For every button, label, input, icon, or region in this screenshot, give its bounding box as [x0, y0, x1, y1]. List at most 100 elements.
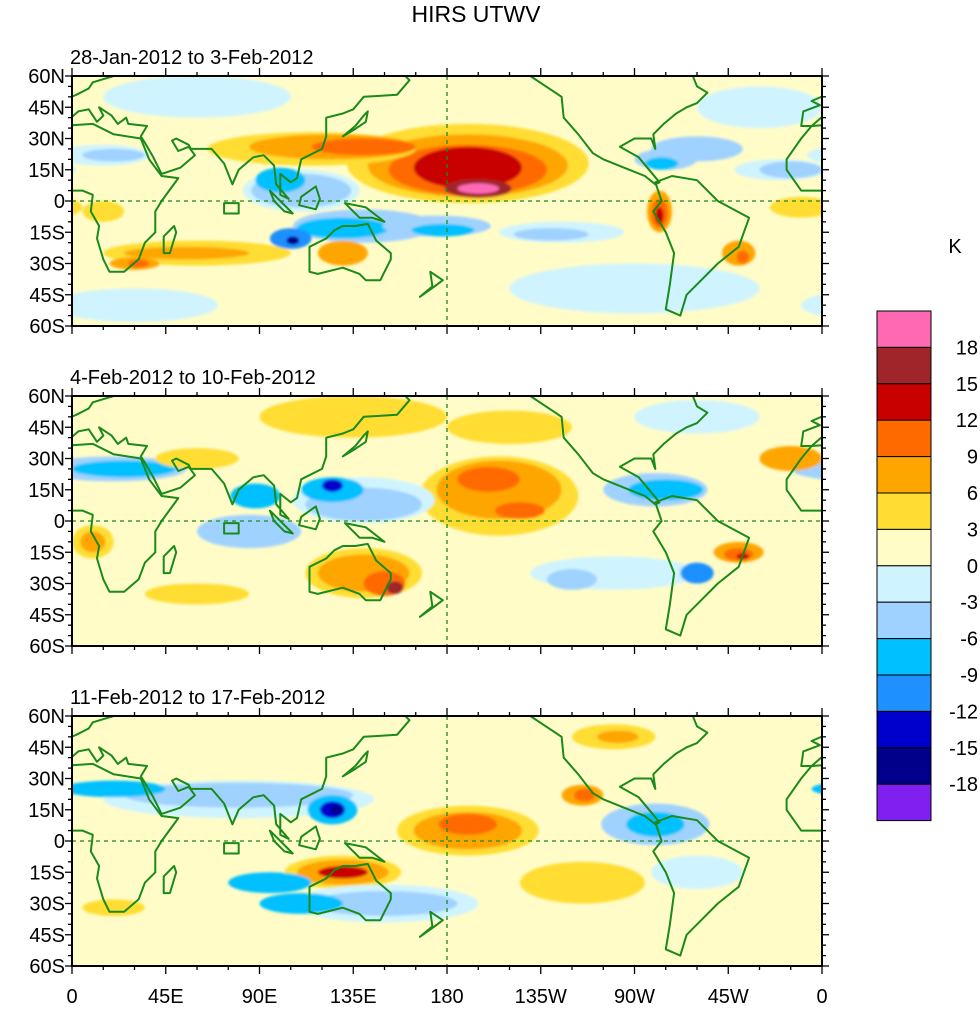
- anomaly-contour: [317, 866, 368, 879]
- lat-label: 45S: [29, 285, 65, 307]
- lat-label: 45N: [28, 417, 65, 439]
- anomaly-contour: [411, 223, 475, 237]
- lat-label: 45S: [29, 605, 65, 627]
- coastline: [308, 222, 392, 282]
- lat-label: 45N: [28, 97, 65, 119]
- colorbar-swatch: [876, 747, 932, 785]
- coastline: [418, 590, 444, 618]
- anomaly-contour: [286, 236, 300, 245]
- colorbar-swatch: [876, 601, 932, 640]
- coastline: [298, 825, 321, 851]
- colorbar-swatch: [876, 783, 932, 822]
- coastline: [162, 545, 178, 575]
- coastline: [341, 110, 369, 138]
- coastline: [162, 225, 178, 255]
- lat-label: 15S: [29, 542, 65, 564]
- lon-label: 45W: [708, 986, 749, 1008]
- lat-label: 30S: [29, 574, 65, 596]
- anomaly-contour: [574, 788, 595, 802]
- coastline: [477, 396, 709, 506]
- coastline: [308, 862, 392, 922]
- anomaly-field: [0, 396, 855, 646]
- colorbar-label: 12: [956, 410, 978, 432]
- lat-label: 60S: [29, 316, 65, 338]
- colorbar-swatch: [876, 565, 932, 603]
- lon-label: 180: [430, 986, 463, 1008]
- coastline: [974, 843, 980, 853]
- anomaly-contour: [155, 448, 239, 469]
- coastline: [162, 865, 178, 895]
- anomaly-contour: [957, 132, 980, 165]
- coastline: [477, 716, 709, 826]
- coastline: [72, 762, 180, 913]
- colorbar-swatch: [876, 492, 932, 530]
- coastline: [72, 122, 180, 273]
- anomaly-contour: [317, 240, 368, 266]
- anomaly-contour: [736, 251, 750, 264]
- lat-label: 60N: [28, 386, 65, 408]
- colorbar-label: 3: [967, 519, 978, 541]
- coastline: [298, 185, 321, 211]
- anomaly-contour: [82, 148, 145, 162]
- coastline: [268, 509, 294, 535]
- anomaly-contour: [513, 228, 589, 241]
- anomaly-contour: [0, 400, 10, 433]
- anomaly-contour: [144, 583, 250, 605]
- anomaly-contour: [322, 479, 343, 492]
- anomaly-field: [0, 76, 980, 326]
- anomaly-contour: [860, 257, 910, 270]
- coastline: [652, 495, 751, 637]
- coastline: [974, 203, 980, 213]
- lat-label: 45N: [28, 737, 65, 759]
- anomaly-contour: [82, 201, 125, 222]
- lon-label: 0: [816, 986, 827, 1008]
- colorbar-swatch: [876, 674, 932, 712]
- colorbar-swatch: [876, 528, 932, 567]
- lat-label: 60N: [28, 66, 65, 88]
- anomaly-contour: [228, 872, 312, 894]
- coastline: [418, 910, 444, 938]
- lat-label: 60S: [29, 956, 65, 978]
- anomaly-contour: [413, 146, 522, 189]
- anomaly-contour: [832, 149, 895, 162]
- colorbar-label: -3: [960, 592, 978, 614]
- anomaly-contour: [509, 263, 760, 314]
- panel-subtitle: 4-Feb-2012 to 10-Feb-2012: [70, 367, 316, 389]
- colorbar-swatch: [876, 638, 932, 676]
- anomaly-contour: [634, 400, 760, 434]
- lat-label: 0: [54, 191, 65, 213]
- lon-label: 135E: [330, 986, 377, 1008]
- anomaly-contour: [311, 138, 416, 156]
- anomaly-contour: [103, 76, 291, 118]
- coastline: [223, 842, 240, 855]
- coastline: [418, 270, 444, 298]
- anomaly-contour: [830, 531, 855, 552]
- colorbar-unit: K: [948, 236, 962, 258]
- anomaly-contour: [547, 568, 597, 590]
- colorbar-swatch: [876, 456, 932, 494]
- anomaly-contour: [811, 783, 822, 794]
- anomaly-contour: [124, 246, 250, 260]
- coastline: [477, 76, 709, 186]
- colorbar-label: -9: [960, 665, 978, 687]
- lat-label: 15N: [28, 480, 65, 502]
- lon-label: 90E: [242, 986, 278, 1008]
- lat-label: 30N: [28, 769, 65, 791]
- colorbar-label: 15: [956, 374, 978, 396]
- anomaly-contour: [651, 855, 743, 889]
- anomaly-contour: [832, 899, 895, 916]
- colorbar-swatch: [876, 383, 932, 421]
- anomaly-contour: [457, 183, 500, 194]
- anomaly-contour: [72, 165, 77, 175]
- anomaly-contour: [72, 199, 83, 216]
- anomaly-contour: [0, 264, 10, 314]
- anomaly-contour: [386, 581, 404, 594]
- lat-label: 30N: [28, 129, 65, 151]
- colorbar-label: 0: [967, 556, 978, 578]
- lon-label: 0: [66, 986, 77, 1008]
- lon-label: 45E: [148, 986, 184, 1008]
- anomaly-contour: [494, 502, 545, 519]
